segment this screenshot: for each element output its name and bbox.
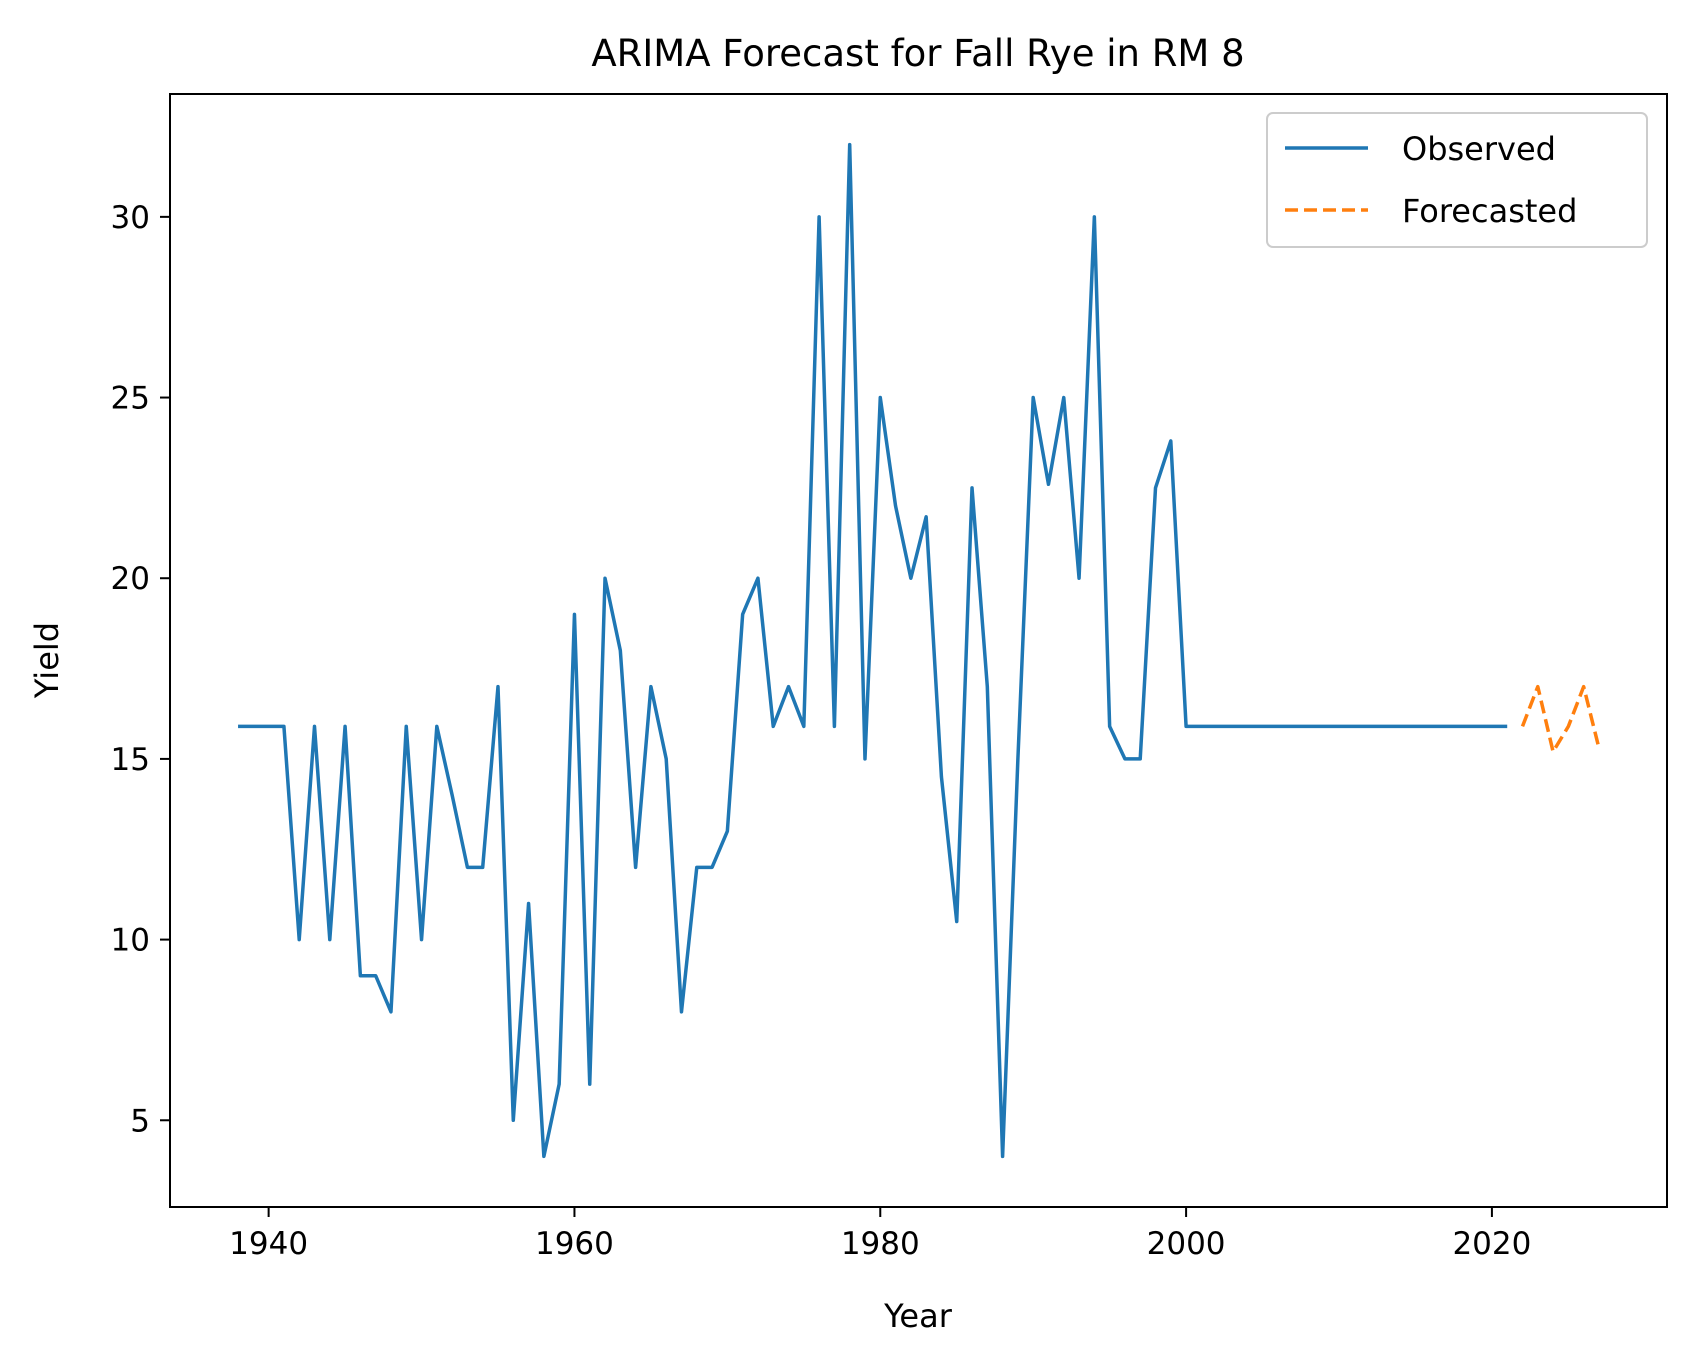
x-axis-label: Year [883,1297,953,1335]
chart-title: ARIMA Forecast for Fall Rye in RM 8 [591,32,1244,75]
x-tick-label: 2000 [1147,1226,1226,1262]
y-tick-label: 10 [111,923,150,959]
y-axis-ticks: 5 10 15 20 25 30 [111,200,170,1139]
legend-label-observed: Observed [1402,130,1556,168]
plot-frame [169,93,1668,1208]
legend-label-forecasted: Forecasted [1402,192,1577,230]
series-line-forecasted [1520,684,1601,754]
x-tick-label: 1980 [841,1226,920,1262]
series-line-observed [238,142,1508,1159]
y-axis-label: Yield [28,622,66,699]
plot-lines [238,142,1601,1159]
y-tick-label: 5 [130,1103,150,1139]
legend: Observed Forecasted [1266,112,1648,248]
x-tick-label: 1940 [229,1226,308,1262]
y-tick-label: 30 [111,200,150,236]
y-tick-label: 15 [111,742,150,778]
x-axis-ticks: 1940 1960 1980 2000 2020 [229,1207,1531,1262]
x-tick-label: 2020 [1452,1226,1531,1262]
y-tick-label: 25 [111,381,150,417]
x-tick-label: 1960 [535,1226,614,1262]
y-tick-label: 20 [111,561,150,597]
